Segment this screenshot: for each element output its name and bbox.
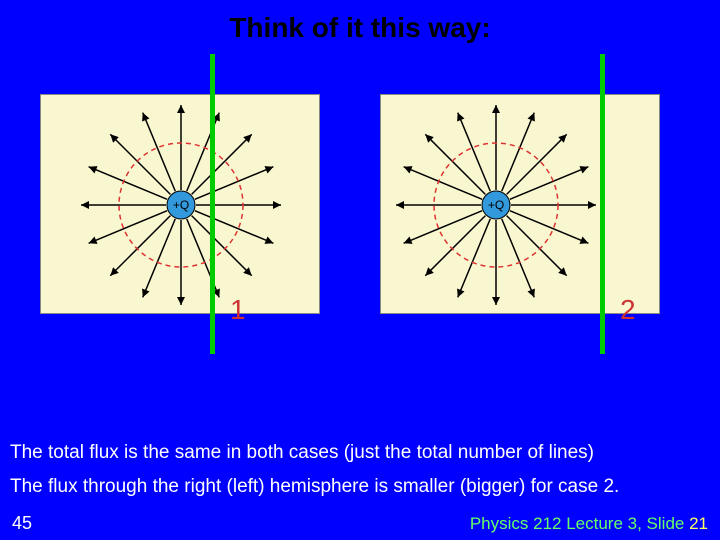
diagram-row: +Q 1 +Q 2 [0, 74, 720, 334]
field-lines-2: +Q [381, 95, 661, 315]
footer-course: Physics 212 Lecture 3, Slide 21 [470, 514, 708, 534]
explain-line-1: The total flux is the same in both cases… [0, 436, 720, 470]
page-title: Think of it this way: [0, 0, 720, 44]
explanation: The total flux is the same in both cases… [0, 436, 720, 504]
diagram-1-label: 1 [230, 294, 246, 326]
svg-text:+Q: +Q [488, 198, 504, 212]
diagram-1-panel: +Q [40, 94, 320, 314]
field-lines-1: +Q [41, 95, 321, 315]
diagram-1: +Q 1 [40, 74, 340, 334]
footer-course-text: Physics 212 Lecture 3, Slide [470, 514, 685, 533]
footer-page-number: 45 [12, 513, 32, 534]
explain-line-2: The flux through the right (left) hemisp… [0, 470, 720, 504]
cut-plane-1 [210, 54, 215, 354]
diagram-2-label: 2 [620, 294, 636, 326]
svg-text:+Q: +Q [173, 198, 189, 212]
diagram-2: +Q 2 [380, 74, 680, 334]
diagram-2-panel: +Q [380, 94, 660, 314]
cut-plane-2 [600, 54, 605, 354]
footer-slide-number: 21 [684, 514, 708, 533]
